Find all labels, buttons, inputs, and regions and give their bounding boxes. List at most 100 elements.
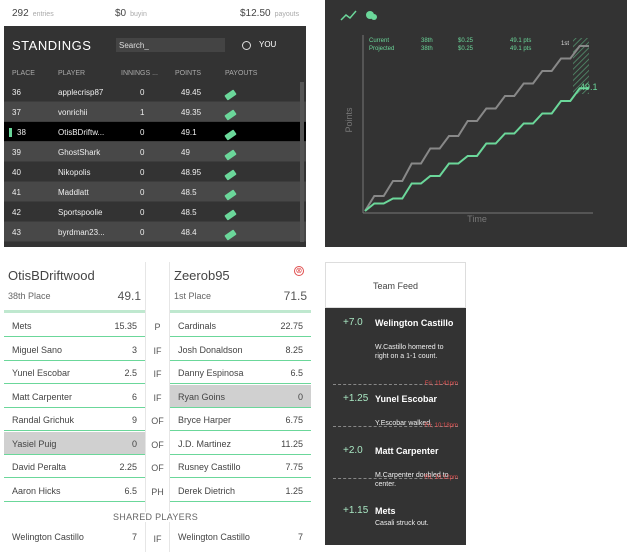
col-innings[interactable]: INNINGS ... — [121, 70, 158, 77]
standings-row[interactable]: 36 applecrisp87 0 49.45 — [4, 82, 306, 102]
player-row[interactable]: Danny Espinosa 6.5 — [170, 361, 311, 384]
shared-left-player[interactable]: Welington Castillo 7 — [4, 525, 145, 548]
col-points[interactable]: POINTS — [175, 70, 202, 77]
position-column: P IF IF IF OF OF OF PH — [145, 262, 170, 552]
position-label: OF — [151, 439, 164, 450]
col-place[interactable]: PLACE — [12, 70, 35, 77]
position-label: IF — [153, 369, 162, 379]
player-row[interactable]: Yunel Escobar 2.5 — [4, 361, 145, 384]
row-player: Sportspoolie — [58, 208, 103, 217]
standings-row[interactable]: 42 Sportspoolie 0 48.5 — [4, 202, 306, 222]
standings-row[interactable]: 37 vonrichii 1 49.35 — [4, 102, 306, 122]
legend-current-points: 49.1 pts — [510, 38, 531, 44]
chart-legend: Current 38th $0.25 49.1 pts Projected 38… — [369, 38, 531, 52]
feed-description: Casali struck out. — [375, 520, 429, 527]
player-points: 7 — [297, 532, 303, 542]
standings-title: STANDINGS — [12, 38, 92, 53]
feed-player-name: Welington Castillo — [375, 318, 454, 328]
player-points: 0 — [297, 391, 303, 402]
standings-search-input[interactable] — [116, 38, 225, 52]
legend-projected-place: 38th — [421, 46, 433, 52]
player-name: David Peralta — [12, 462, 67, 472]
you-radio[interactable] — [242, 41, 251, 50]
row-player: applecrisp87 — [58, 88, 104, 97]
series-line-0 — [364, 45, 589, 212]
row-place: 39 — [12, 148, 21, 157]
row-points: 49.1 — [181, 128, 197, 137]
ticket-icon — [224, 169, 237, 181]
row-points: 49.35 — [181, 108, 202, 117]
legend-current-payout: $0.25 — [458, 38, 474, 44]
ticket-icon — [224, 209, 237, 221]
player-row[interactable]: Yasiel Puig 0 — [4, 431, 145, 455]
close-icon[interactable]: ⊗ — [294, 266, 304, 276]
player-row[interactable]: Miguel Sano 3 — [4, 338, 145, 361]
chat-bubble-icon[interactable] — [366, 11, 377, 20]
team-feed-title: Team Feed — [325, 262, 466, 308]
standings-scrollbar[interactable] — [300, 82, 304, 242]
player-name: Bryce Harper — [178, 415, 232, 425]
right-team-name: Zeerob95 — [174, 268, 230, 283]
line-chart-icon[interactable] — [340, 10, 357, 21]
shared-right-player[interactable]: Welington Castillo 7 — [170, 525, 311, 548]
row-innings: 0 — [140, 168, 145, 177]
player-name: Derek Dietrich — [178, 485, 236, 496]
left-team-header: OtisBDriftwood 38th Place 49.1 — [4, 262, 145, 313]
payouts-value: $12.50 — [240, 8, 271, 19]
player-points: 7 — [131, 532, 137, 542]
row-innings: 0 — [140, 188, 145, 197]
row-innings: 0 — [140, 208, 145, 217]
player-name: Welington Castillo — [12, 532, 84, 542]
player-row[interactable]: Derek Dietrich 1.25 — [170, 479, 311, 502]
feed-points: +7.0 — [343, 317, 363, 328]
left-team-underline — [4, 310, 145, 313]
player-name: Rusney Castillo — [178, 462, 241, 472]
player-row[interactable]: David Peralta 2.25 — [4, 455, 145, 478]
player-points: 2.25 — [119, 462, 137, 472]
player-row[interactable]: Matt Carpenter 6 — [4, 385, 145, 408]
row-place: 37 — [12, 108, 21, 117]
legend-current-place: 38th — [421, 38, 433, 44]
right-team-underline — [170, 310, 311, 313]
standings-row[interactable]: 40 Nikopolis 0 48.95 — [4, 162, 306, 182]
standings-row[interactable]: 43 byrdman23... 0 48.4 — [4, 222, 306, 242]
player-points: 6.5 — [124, 485, 137, 496]
buyin-stat: $0 buyin — [115, 8, 147, 19]
player-row[interactable]: Randal Grichuk 9 — [4, 408, 145, 431]
standings-row[interactable]: 39 GhostShark 0 49 — [4, 142, 306, 162]
player-row[interactable]: Bryce Harper 6.75 — [170, 408, 311, 431]
row-place: 38 — [9, 128, 26, 137]
player-row[interactable]: Josh Donaldson 8.25 — [170, 338, 311, 361]
col-player[interactable]: PLAYER — [58, 70, 86, 77]
feed-player-name: Mets — [375, 506, 396, 516]
feed-timestamp: Fri, 11:41pm — [424, 381, 458, 387]
position-label: P — [154, 322, 161, 332]
player-row[interactable]: Mets 15.35 — [4, 314, 145, 337]
player-row[interactable]: J.D. Martinez 11.25 — [170, 432, 311, 455]
feed-timestamp: Fri, 10:18pm — [424, 423, 458, 429]
row-player: OtisBDriftw... — [58, 128, 105, 137]
standings-header: STANDINGS YOU — [4, 34, 306, 58]
player-row[interactable]: Ryan Goins 0 — [170, 384, 311, 408]
row-player: vonrichii — [58, 108, 88, 117]
player-name: Cardinals — [178, 321, 217, 331]
player-points: 1.25 — [285, 485, 303, 496]
legend-current-label: Current — [369, 38, 389, 44]
row-player: Nikopolis — [58, 168, 91, 177]
player-row[interactable]: Aaron Hicks 6.5 — [4, 479, 145, 502]
entries-value: 292 — [12, 8, 29, 19]
col-payouts[interactable]: PAYOUTS — [225, 70, 258, 77]
row-innings: 1 — [140, 108, 145, 117]
player-points: 11.25 — [281, 438, 303, 449]
player-points: 8.25 — [285, 344, 303, 355]
player-points: 22.75 — [280, 321, 303, 331]
entries-label: entries — [32, 11, 54, 18]
points-chart-panel: Points Time Current 38th $0.25 49.1 pts … — [325, 0, 627, 247]
left-team-place: 38th Place — [8, 291, 51, 301]
standings-row[interactable]: 41 Maddlatt 0 48.5 — [4, 182, 306, 202]
contest-stats-bar: 292 entries $0 buyin $12.50 payouts — [4, 0, 306, 26]
player-row[interactable]: Rusney Castillo 7.75 — [170, 455, 311, 478]
player-points: 7.75 — [285, 462, 303, 472]
player-row[interactable]: Cardinals 22.75 — [170, 314, 311, 337]
standings-row[interactable]: 38 OtisBDriftw... 0 49.1 — [4, 122, 306, 142]
